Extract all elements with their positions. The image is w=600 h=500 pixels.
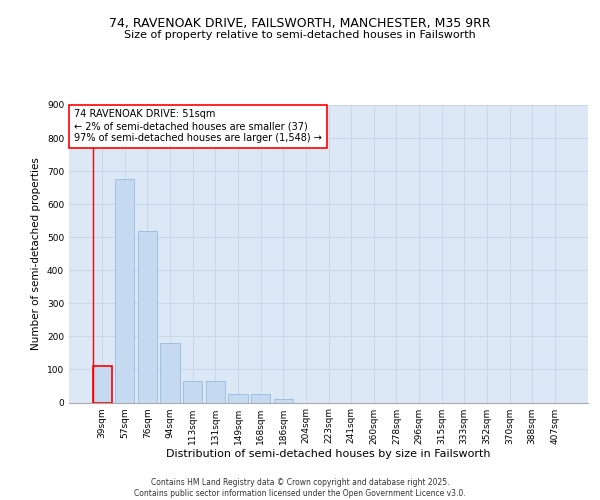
Bar — [183, 381, 202, 402]
Text: 74, RAVENOAK DRIVE, FAILSWORTH, MANCHESTER, M35 9RR: 74, RAVENOAK DRIVE, FAILSWORTH, MANCHEST… — [109, 18, 491, 30]
Bar — [160, 343, 180, 402]
Y-axis label: Number of semi-detached properties: Number of semi-detached properties — [31, 158, 41, 350]
Bar — [251, 394, 270, 402]
Bar — [115, 180, 134, 402]
X-axis label: Distribution of semi-detached houses by size in Failsworth: Distribution of semi-detached houses by … — [166, 450, 491, 460]
Bar — [138, 230, 157, 402]
Bar — [92, 366, 112, 403]
Bar — [274, 399, 293, 402]
Bar — [206, 381, 225, 402]
Text: 74 RAVENOAK DRIVE: 51sqm
← 2% of semi-detached houses are smaller (37)
97% of se: 74 RAVENOAK DRIVE: 51sqm ← 2% of semi-de… — [74, 110, 322, 142]
Bar — [229, 394, 248, 402]
Text: Contains HM Land Registry data © Crown copyright and database right 2025.
Contai: Contains HM Land Registry data © Crown c… — [134, 478, 466, 498]
Text: Size of property relative to semi-detached houses in Failsworth: Size of property relative to semi-detach… — [124, 30, 476, 40]
